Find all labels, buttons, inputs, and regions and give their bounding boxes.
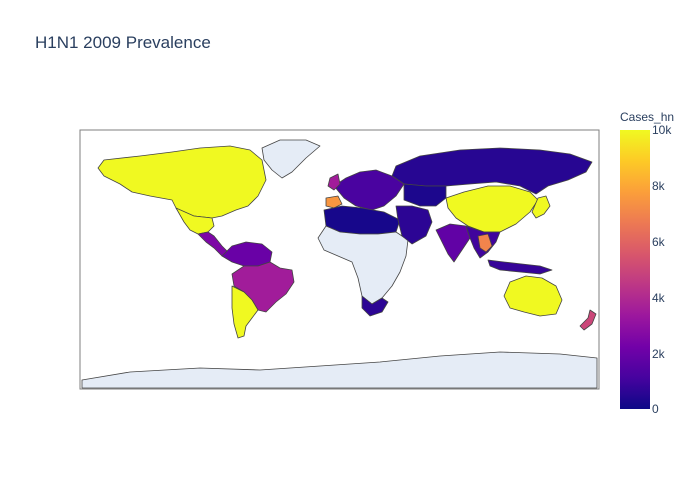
country-region[interactable] (477, 233, 493, 253)
country-region[interactable] (221, 241, 273, 267)
colorbar-tick-label: 6k (652, 235, 665, 249)
colorbar-tick-label: 2k (652, 347, 665, 361)
country-region[interactable] (403, 183, 447, 207)
country-region[interactable] (97, 145, 267, 219)
country-region[interactable] (333, 169, 405, 211)
country-region[interactable] (531, 195, 551, 219)
country-region[interactable] (487, 259, 553, 275)
country-region[interactable] (435, 223, 471, 263)
country-region[interactable] (395, 205, 433, 245)
country-region[interactable] (261, 139, 321, 179)
country-region[interactable] (231, 261, 295, 313)
country-region[interactable] (445, 185, 539, 233)
country-region[interactable] (361, 295, 389, 317)
country-region[interactable] (325, 195, 343, 209)
country-region[interactable] (81, 351, 598, 389)
colorbar-tick-label: 0 (652, 402, 659, 416)
colorbar (620, 130, 650, 409)
country-region[interactable] (317, 225, 409, 305)
colorbar-title: Cases_hn (620, 110, 675, 124)
country-region[interactable] (503, 275, 563, 317)
colorbar-tick-label: 4k (652, 291, 665, 305)
country-region[interactable] (579, 309, 597, 331)
country-region[interactable] (327, 173, 341, 191)
map-title: H1N1 2009 Prevalence (35, 33, 211, 52)
colorbar-tick-label: 8k (652, 179, 665, 193)
colorbar-tick-label: 10k (652, 123, 672, 137)
country-region[interactable] (231, 285, 259, 339)
